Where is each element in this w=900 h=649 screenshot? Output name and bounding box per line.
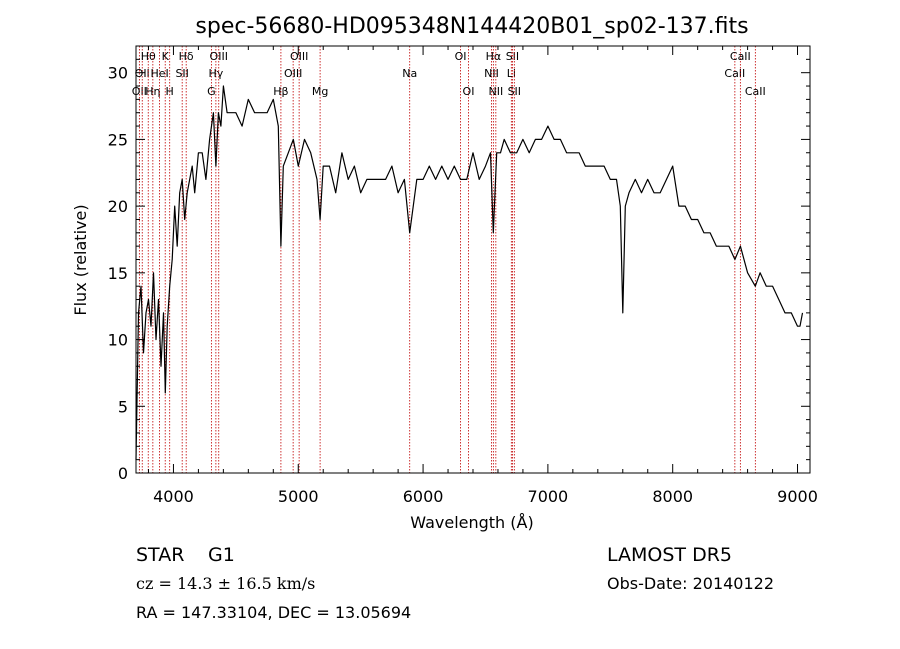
line-label-9: G	[207, 85, 216, 98]
line-label-4: HeI	[150, 67, 168, 80]
y-tick-label-4: 20	[108, 197, 128, 216]
y-tick-label-1: 5	[118, 397, 128, 416]
line-label-27: CaII	[745, 85, 766, 98]
chart-title: spec-56680-HD095348N144420B01_sp02-137.f…	[195, 14, 748, 39]
line-markers: OIIOIIHθHηHeIKHSIIHδGHγOIIIHβOIIIOIIIMgN…	[132, 46, 766, 473]
x-tick-label-4: 8000	[652, 487, 693, 506]
line-label-14: OIII	[290, 50, 308, 63]
y-tick-label-0: 0	[118, 464, 128, 483]
line-label-22: Li	[507, 67, 516, 80]
line-label-2: Hθ	[141, 50, 156, 63]
line-label-16: Na	[402, 67, 417, 80]
y-tick-label-3: 15	[108, 264, 128, 283]
spectrum-line	[135, 85, 804, 460]
line-label-8: Hδ	[179, 50, 194, 63]
line-label-21: NII	[488, 85, 503, 98]
object-subclass: G1	[208, 544, 235, 566]
y-tick-label-2: 10	[108, 331, 128, 350]
x-axis-label: Wavelength (Å)	[410, 513, 533, 532]
line-label-5: K	[162, 50, 170, 63]
line-label-3: Hη	[145, 85, 160, 98]
y-tick-label-5: 25	[108, 130, 128, 149]
line-label-24: SII	[508, 85, 521, 98]
line-label-17: OI	[455, 50, 467, 63]
line-label-26: CaII	[730, 50, 751, 63]
line-label-19: NII	[484, 67, 499, 80]
plot-area	[135, 85, 804, 460]
y-axis-ticks: 0 5 10 15 20 25 30	[108, 58, 810, 483]
line-label-6: H	[166, 85, 174, 98]
line-label-1: OII	[135, 67, 150, 80]
y-tick-label-6: 30	[108, 64, 128, 83]
x-axis-ticks: 4000 5000 6000 7000 8000 9000	[147, 46, 818, 506]
x-tick-label-1: 5000	[278, 487, 319, 506]
line-label-25: CaII	[724, 67, 745, 80]
observation-date: Obs-Date: 20140122	[607, 574, 774, 593]
line-label-11: OIII	[210, 50, 228, 63]
line-label-18: OI	[463, 85, 475, 98]
object-class: STAR	[136, 544, 184, 566]
x-tick-label-2: 6000	[403, 487, 444, 506]
ra-dec: RA = 147.33104, DEC = 13.05694	[136, 603, 411, 622]
line-label-23: SII	[506, 50, 519, 63]
line-label-15: Mg	[312, 85, 328, 98]
line-label-12: Hβ	[273, 85, 288, 98]
line-label-7: SII	[175, 67, 188, 80]
line-label-20: Hα	[486, 50, 502, 63]
line-label-10: Hγ	[208, 67, 223, 80]
line-label-13: OIII	[284, 67, 302, 80]
x-tick-label-3: 7000	[528, 487, 569, 506]
x-tick-label-5: 9000	[777, 487, 818, 506]
plot-frame	[135, 45, 811, 474]
survey-name: LAMOST DR5	[607, 544, 732, 566]
redshift-cz: cz = 14.3 ± 16.5 km/s	[136, 574, 315, 593]
x-tick-label-0: 4000	[153, 487, 194, 506]
y-axis-label: Flux (relative)	[71, 204, 90, 315]
